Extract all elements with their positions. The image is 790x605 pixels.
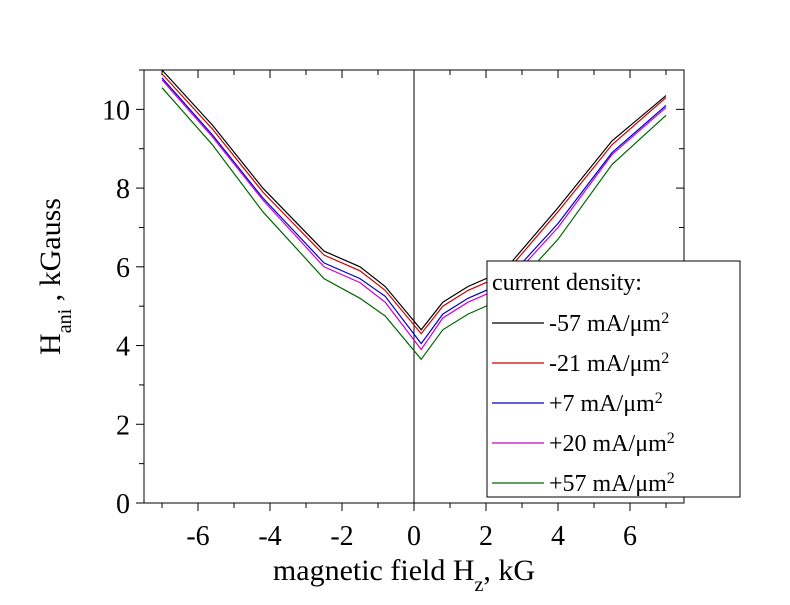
y-tick-label: 10 <box>102 95 130 126</box>
x-tick-label: 4 <box>551 521 565 552</box>
series-line-2 <box>161 73 667 335</box>
series-line-5 <box>161 87 667 361</box>
x-ticks: -6 -4 -2 0 2 4 6 <box>161 70 667 552</box>
legend-box <box>486 260 741 498</box>
x-tick-label: -4 <box>258 521 281 552</box>
y-tick-label: 4 <box>116 332 130 363</box>
x-axis-title-main: magnetic field H <box>273 554 475 587</box>
x-axis-title-sub: z <box>475 574 484 596</box>
series-line-4 <box>161 79 667 351</box>
y-axis-title-suffix: , kGauss <box>34 198 67 309</box>
legend-label-2: -21 mA/μm2 <box>549 350 669 378</box>
plot-area: -6 -4 -2 0 2 4 6 0 2 4 6 8 10 <box>102 69 685 552</box>
legend-label-1: -57 mA/μm2 <box>549 310 669 338</box>
y-axis-title: Hani , kGauss <box>34 198 76 355</box>
x-tick-label: 6 <box>623 521 637 552</box>
y-ticks: 0 2 4 6 8 10 <box>102 69 684 520</box>
y-tick-label: 0 <box>116 489 130 520</box>
x-tick-label: 0 <box>407 521 421 552</box>
x-tick-label: -6 <box>186 521 209 552</box>
x-axis-title-suffix: , kG <box>483 554 535 587</box>
y-axis-title-sub: ani <box>54 308 76 333</box>
y-tick-label: 8 <box>116 174 130 205</box>
x-tick-label: 2 <box>479 521 493 552</box>
y-tick-label: 2 <box>116 410 130 441</box>
y-tick-label: 6 <box>116 253 130 284</box>
series-line-1 <box>161 69 667 331</box>
x-axis-title: magnetic field Hz, kG <box>273 554 535 596</box>
legend-title: current density: <box>492 270 642 296</box>
legend-label-4: +20 mA/μm2 <box>549 430 675 458</box>
legend: current density: -57 mA/μm2 -21 mA/μm2 +7 … <box>486 260 741 498</box>
y-axis-title-main: H <box>34 333 67 355</box>
legend-label-5: +57 mA/μm2 <box>549 470 675 498</box>
x-tick-label: -2 <box>330 521 353 552</box>
series-line-3 <box>161 77 667 345</box>
legend-items: -57 mA/μm2 -21 mA/μm2 +7 mA/μm2 +20 mA/μm2 +… <box>492 310 675 498</box>
legend-label-3: +7 mA/μm2 <box>549 390 663 418</box>
series-layer <box>161 69 667 361</box>
